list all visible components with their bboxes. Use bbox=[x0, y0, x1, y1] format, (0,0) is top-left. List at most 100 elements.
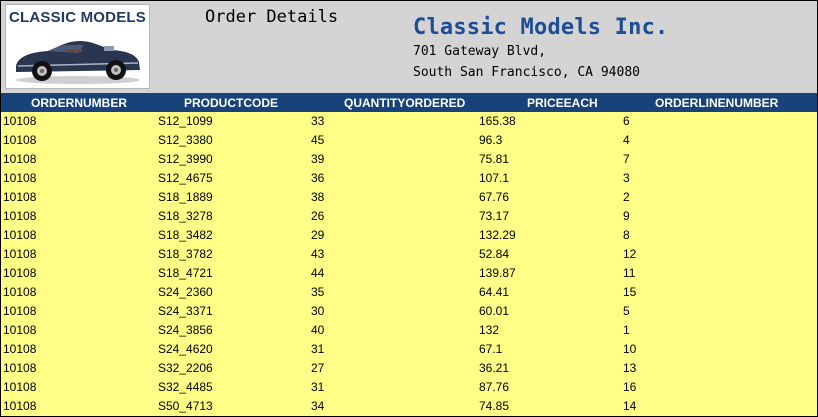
table-row: 10108 S32_2206 27 36.21 13 bbox=[1, 359, 817, 378]
cell-productcode: S18_3278 bbox=[158, 209, 213, 223]
cell-ordernumber: 10108 bbox=[3, 228, 37, 242]
cell-priceeach: 67.76 bbox=[479, 190, 510, 204]
cell-priceeach: 165.38 bbox=[479, 114, 516, 128]
cell-productcode: S24_3371 bbox=[158, 304, 213, 318]
cell-priceeach: 96.3 bbox=[479, 133, 503, 147]
cell-priceeach: 60.01 bbox=[479, 304, 510, 318]
cell-quantityordered: 38 bbox=[311, 190, 325, 204]
cell-orderlinenumber: 15 bbox=[623, 285, 637, 299]
cell-orderlinenumber: 7 bbox=[623, 152, 630, 166]
cell-quantityordered: 26 bbox=[311, 209, 325, 223]
cell-productcode: S12_1099 bbox=[158, 114, 213, 128]
logo-text: CLASSIC MODELS bbox=[9, 9, 146, 26]
cell-orderlinenumber: 2 bbox=[623, 190, 630, 204]
table-row: 10108 S50_4713 34 74.85 14 bbox=[1, 397, 817, 416]
table-row: 10108 S18_4721 44 139.87 11 bbox=[1, 264, 817, 283]
cell-orderlinenumber: 3 bbox=[623, 171, 630, 185]
cell-orderlinenumber: 4 bbox=[623, 133, 630, 147]
cell-orderlinenumber: 13 bbox=[623, 361, 637, 375]
table-header-row: ORDERNUMBER PRODUCTCODE QUANTITYORDERED … bbox=[1, 93, 817, 112]
cell-ordernumber: 10108 bbox=[3, 247, 37, 261]
cell-orderlinenumber: 11 bbox=[623, 266, 636, 280]
cell-priceeach: 73.17 bbox=[479, 209, 510, 223]
cell-ordernumber: 10108 bbox=[3, 285, 37, 299]
table-row: 10108 S12_1099 33 165.38 6 bbox=[1, 112, 817, 131]
cell-ordernumber: 10108 bbox=[3, 171, 37, 185]
cell-quantityordered: 27 bbox=[311, 361, 325, 375]
cell-orderlinenumber: 14 bbox=[623, 399, 637, 413]
cell-productcode: S12_3380 bbox=[158, 133, 213, 147]
cell-ordernumber: 10108 bbox=[3, 399, 37, 413]
cell-orderlinenumber: 10 bbox=[623, 342, 637, 356]
cell-productcode: S50_4713 bbox=[158, 399, 213, 413]
cell-priceeach: 52.84 bbox=[479, 247, 510, 261]
cell-quantityordered: 34 bbox=[311, 399, 325, 413]
cell-orderlinenumber: 6 bbox=[623, 114, 630, 128]
cell-quantityordered: 29 bbox=[311, 228, 325, 242]
column-header-productcode: PRODUCTCODE bbox=[184, 96, 279, 110]
cell-productcode: S24_3856 bbox=[158, 323, 213, 337]
cell-priceeach: 139.87 bbox=[479, 266, 516, 280]
column-header-priceeach: PRICEEACH bbox=[527, 96, 598, 110]
cell-ordernumber: 10108 bbox=[3, 380, 37, 394]
table-row: 10108 S18_3278 26 73.17 9 bbox=[1, 207, 817, 226]
table-row: 10108 S24_2360 35 64.41 15 bbox=[1, 283, 817, 302]
table-row: 10108 S12_3380 45 96.3 4 bbox=[1, 131, 817, 150]
cell-quantityordered: 45 bbox=[311, 133, 325, 147]
table-row: 10108 S24_4620 31 67.1 10 bbox=[1, 340, 817, 359]
order-details-table: ORDERNUMBER PRODUCTCODE QUANTITYORDERED … bbox=[1, 93, 817, 416]
cell-quantityordered: 30 bbox=[311, 304, 325, 318]
cell-priceeach: 132 bbox=[479, 323, 500, 337]
company-address-line2: South San Francisco, CA 94080 bbox=[413, 65, 640, 80]
cell-productcode: S32_4485 bbox=[158, 380, 213, 394]
cell-priceeach: 132.29 bbox=[479, 228, 516, 242]
cell-productcode: S32_2206 bbox=[158, 361, 213, 375]
cell-productcode: S18_1889 bbox=[158, 190, 213, 204]
table-row: 10108 S18_3782 43 52.84 12 bbox=[1, 245, 817, 264]
company-name: Classic Models Inc. bbox=[413, 15, 669, 40]
company-address-line1: 701 Gateway Blvd, bbox=[413, 44, 547, 59]
cell-ordernumber: 10108 bbox=[3, 323, 37, 337]
cell-productcode: S12_3990 bbox=[158, 152, 213, 166]
table-row: 10108 S18_3482 29 132.29 8 bbox=[1, 226, 817, 245]
cell-productcode: S12_4675 bbox=[158, 171, 213, 185]
column-header-ordernumber: ORDERNUMBER bbox=[31, 96, 127, 110]
cell-priceeach: 87.76 bbox=[479, 380, 510, 394]
cell-quantityordered: 31 bbox=[311, 380, 325, 394]
cell-productcode: S18_3782 bbox=[158, 247, 213, 261]
cell-quantityordered: 40 bbox=[311, 323, 325, 337]
cell-quantityordered: 43 bbox=[311, 247, 325, 261]
cell-ordernumber: 10108 bbox=[3, 342, 37, 356]
table-row: 10108 S32_4485 31 87.76 16 bbox=[1, 378, 817, 397]
cell-quantityordered: 35 bbox=[311, 285, 325, 299]
cell-productcode: S24_2360 bbox=[158, 285, 213, 299]
column-header-orderlinenumber: ORDERLINENUMBER bbox=[655, 96, 779, 110]
cell-priceeach: 107.1 bbox=[479, 171, 510, 185]
cell-quantityordered: 31 bbox=[311, 342, 325, 356]
cell-ordernumber: 10108 bbox=[3, 304, 37, 318]
cell-orderlinenumber: 1 bbox=[623, 323, 630, 337]
cell-orderlinenumber: 9 bbox=[623, 209, 630, 223]
cell-quantityordered: 36 bbox=[311, 171, 325, 185]
report-header: CLASSIC MODELS Order Details Classic Mod… bbox=[1, 1, 817, 92]
table-row: 10108 S24_3371 30 60.01 5 bbox=[1, 302, 817, 321]
cell-ordernumber: 10108 bbox=[3, 133, 37, 147]
cell-ordernumber: 10108 bbox=[3, 114, 37, 128]
cell-productcode: S24_4620 bbox=[158, 342, 213, 356]
report-title: Order Details bbox=[205, 7, 339, 27]
column-header-quantityordered: QUANTITYORDERED bbox=[344, 96, 466, 110]
classic-car-icon bbox=[16, 41, 140, 84]
company-logo: CLASSIC MODELS bbox=[5, 4, 150, 89]
cell-ordernumber: 10108 bbox=[3, 266, 37, 280]
cell-quantityordered: 39 bbox=[311, 152, 325, 166]
table-row: 10108 S12_3990 39 75.81 7 bbox=[1, 150, 817, 169]
cell-orderlinenumber: 16 bbox=[623, 380, 637, 394]
table-body: 10108 S12_1099 33 165.38 6 10108 S12_3380 45 96.… bbox=[1, 112, 817, 416]
cell-quantityordered: 44 bbox=[311, 266, 325, 280]
cell-priceeach: 36.21 bbox=[479, 361, 510, 375]
cell-orderlinenumber: 12 bbox=[623, 247, 637, 261]
table-row: 10108 S18_1889 38 67.76 2 bbox=[1, 188, 817, 207]
cell-priceeach: 64.41 bbox=[479, 285, 510, 299]
cell-ordernumber: 10108 bbox=[3, 209, 37, 223]
